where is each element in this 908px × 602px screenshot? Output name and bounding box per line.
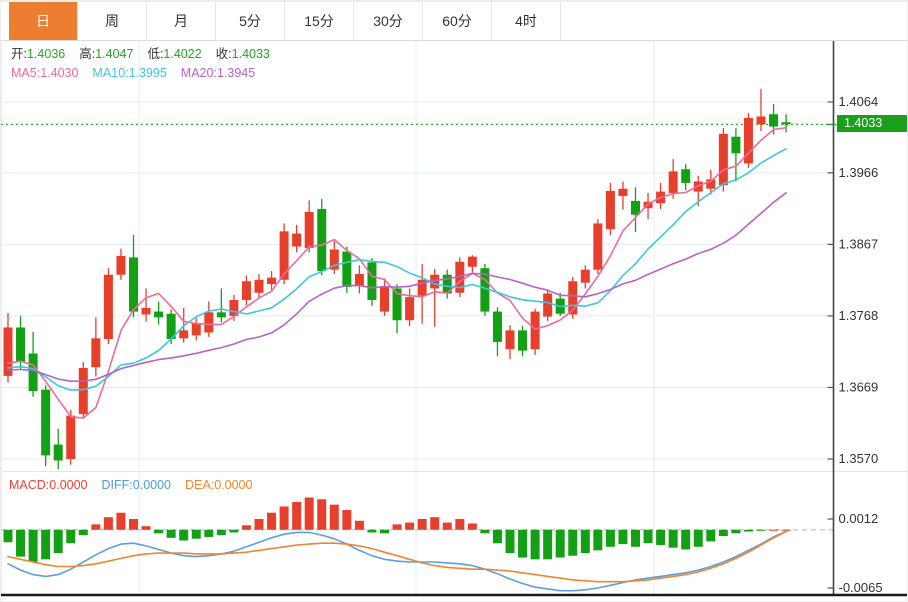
axis-tick-label: 1.3966 (839, 165, 879, 180)
tab-period-4[interactable]: 5分 (216, 2, 285, 40)
tab-period-8[interactable]: 4时 (492, 2, 561, 40)
legend-item: 高:1.4047 (79, 47, 134, 61)
macd-legend-row: MACD:0.0000 DIFF:0.0000 DEA:0.0000 (9, 478, 266, 492)
axis-tick-label: 1.4064 (839, 94, 879, 109)
tab-period-6[interactable]: 30分 (354, 2, 423, 40)
legend-item: MA20:1.3945 (180, 66, 256, 80)
legend-item: MA10:1.3995 (92, 66, 167, 80)
legend-item: MA5:1.4030 (11, 66, 79, 80)
main-chart-legend: 开:1.4036 高:1.4047 低:1.4022 收:1.4033 MA5:1.4… (11, 45, 284, 83)
legend-item: MACD:0.0000 (9, 478, 88, 492)
last-price-badge: 1.4033 (837, 115, 907, 132)
tab-period-1[interactable]: 日 (9, 2, 78, 40)
tab-period-2[interactable]: 周 (78, 2, 147, 40)
period-toolbar: 日周月 5分 15分 30分 60分 4时 (1, 1, 907, 41)
ohlc-legend-row: 开:1.4036 高:1.4047 低:1.4022 收:1.4033 (11, 45, 284, 64)
axis-tick-label: 1.3669 (839, 379, 879, 394)
axis-tick-label: -0.0065 (839, 580, 883, 595)
tab-period-3[interactable]: 月 (147, 2, 216, 40)
ma-legend-row: MA5:1.4030 MA10:1.3995 MA20:1.3945 (11, 64, 284, 83)
axis-tick-label: 1.3867 (839, 236, 879, 251)
axis-tick-label: 1.3570 (839, 451, 879, 466)
tab-period-5[interactable]: 15分 (285, 2, 354, 40)
axis-tick-label: 0.0012 (839, 511, 879, 526)
axis-tick-label: 1.3768 (839, 308, 879, 323)
legend-item: 低:1.4022 (147, 47, 202, 61)
tab-period-7[interactable]: 60分 (423, 2, 492, 40)
legend-item: DIFF:0.0000 (101, 478, 171, 492)
legend-item: 收:1.4033 (215, 47, 270, 61)
legend-item: 开:1.4036 (11, 47, 66, 61)
legend-item: DEA:0.0000 (185, 478, 253, 492)
